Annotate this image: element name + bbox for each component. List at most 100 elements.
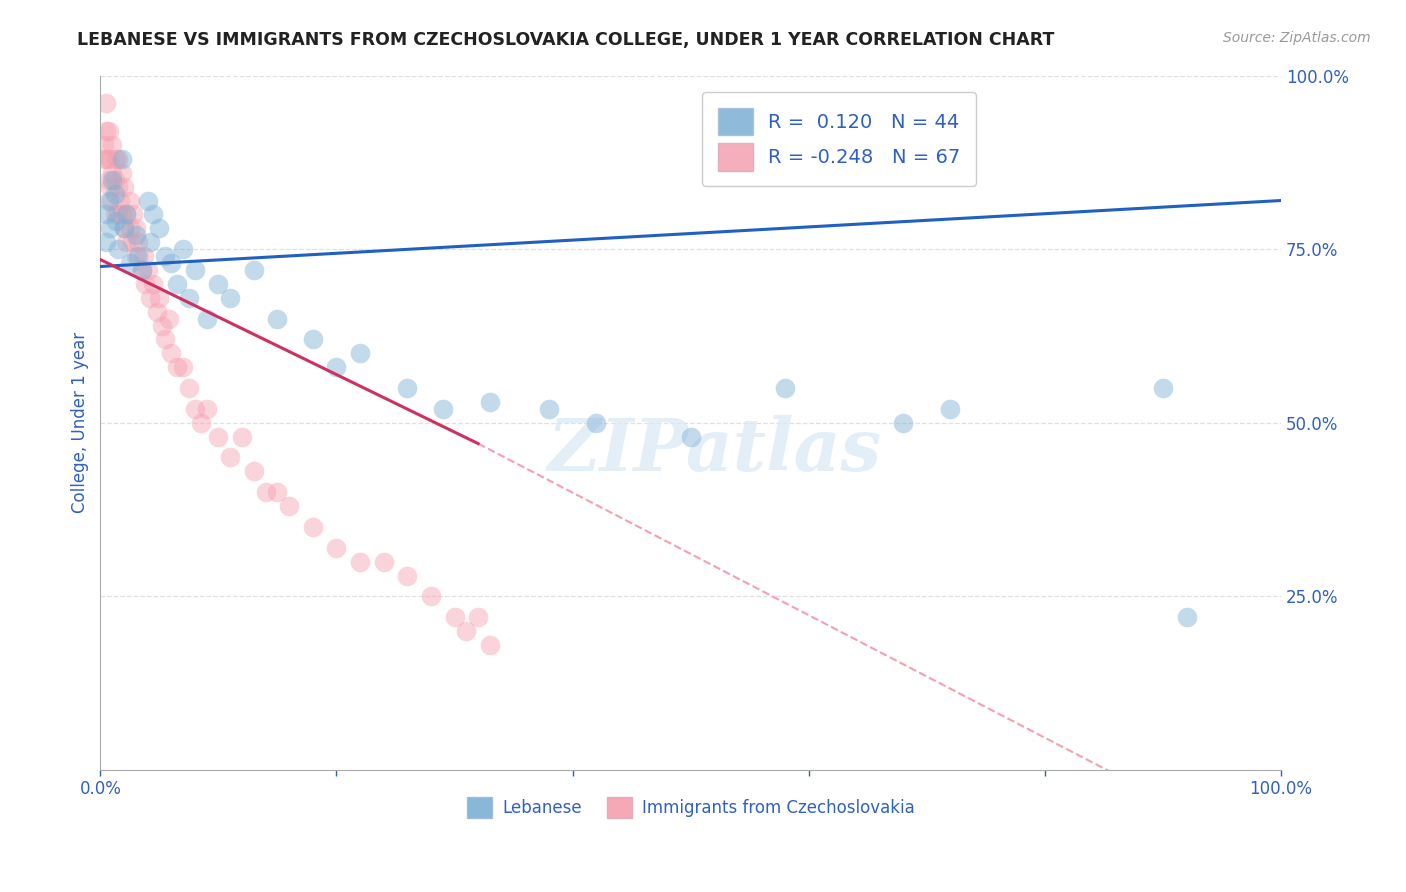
Legend: Lebanese, Immigrants from Czechoslovakia: Lebanese, Immigrants from Czechoslovakia [460,790,921,824]
Point [325,541,347,555]
Point [396,381,419,395]
Point [103,186,125,201]
Point [419,590,441,604]
Point [243,263,266,277]
Point [97,194,120,208]
Point [443,610,465,624]
Point [172,360,194,375]
Point [537,401,560,416]
Point [155,333,177,347]
Point [266,311,288,326]
Point [148,221,170,235]
Point [432,401,454,416]
Point [177,291,200,305]
Point [166,360,188,375]
Point [96,96,118,111]
Point [118,194,141,208]
Point [93,138,115,153]
Text: LEBANESE VS IMMIGRANTS FROM CZECHOSLOVAKIA COLLEGE, UNDER 1 YEAR CORRELATION CHA: LEBANESE VS IMMIGRANTS FROM CZECHOSLOVAK… [77,31,1054,49]
Point [219,450,242,465]
Point [231,430,253,444]
Point [177,381,200,395]
Point [679,430,702,444]
Point [773,381,796,395]
Point [115,235,138,250]
Point [115,207,138,221]
Point [94,152,117,166]
Point [1152,381,1174,395]
Text: ZIPatlas: ZIPatlas [547,415,882,486]
Point [254,485,277,500]
Point [97,172,120,186]
Point [349,346,371,360]
Point [142,277,165,291]
Point [96,207,118,221]
Point [134,277,156,291]
Point [325,360,347,375]
Point [107,207,129,221]
Point [107,242,129,256]
Point [127,249,149,263]
Point [131,263,153,277]
Point [125,221,148,235]
Point [125,228,148,243]
Point [166,277,188,291]
Point [939,401,962,416]
Point [98,221,121,235]
Point [456,624,478,639]
Point [103,207,125,221]
Text: Source: ZipAtlas.com: Source: ZipAtlas.com [1223,31,1371,45]
Point [112,179,135,194]
Point [107,152,129,166]
Point [160,256,183,270]
Point [184,263,207,277]
Point [104,152,127,166]
Point [139,291,162,305]
Point [107,179,129,194]
Point [101,172,124,186]
Point [110,207,132,221]
Point [207,430,229,444]
Point [349,555,371,569]
Point [146,304,169,318]
Point [396,568,419,582]
Point [112,221,135,235]
Point [1175,610,1198,624]
Point [101,166,124,180]
Point [478,395,501,409]
Point [132,249,155,263]
Point [172,242,194,256]
Point [104,214,127,228]
Point [96,124,118,138]
Point [139,235,162,250]
Point [98,179,121,194]
Point [150,318,173,333]
Point [127,235,149,250]
Point [467,610,489,624]
Point [891,416,914,430]
Point [302,333,325,347]
Point [184,401,207,416]
Point [266,485,288,500]
Point [112,221,135,235]
Point [155,249,177,263]
Point [142,207,165,221]
Point [136,194,159,208]
Point [115,207,138,221]
Point [121,235,143,250]
Point [219,291,242,305]
Point [122,207,145,221]
Point [110,166,132,180]
Point [96,152,118,166]
Y-axis label: College, Under 1 year: College, Under 1 year [72,332,89,513]
Point [110,194,132,208]
Point [101,138,124,153]
Point [100,194,122,208]
Point [136,263,159,277]
Point [157,311,180,326]
Point [98,152,121,166]
Point [585,416,607,430]
Point [118,221,141,235]
Point [103,172,125,186]
Point [148,291,170,305]
